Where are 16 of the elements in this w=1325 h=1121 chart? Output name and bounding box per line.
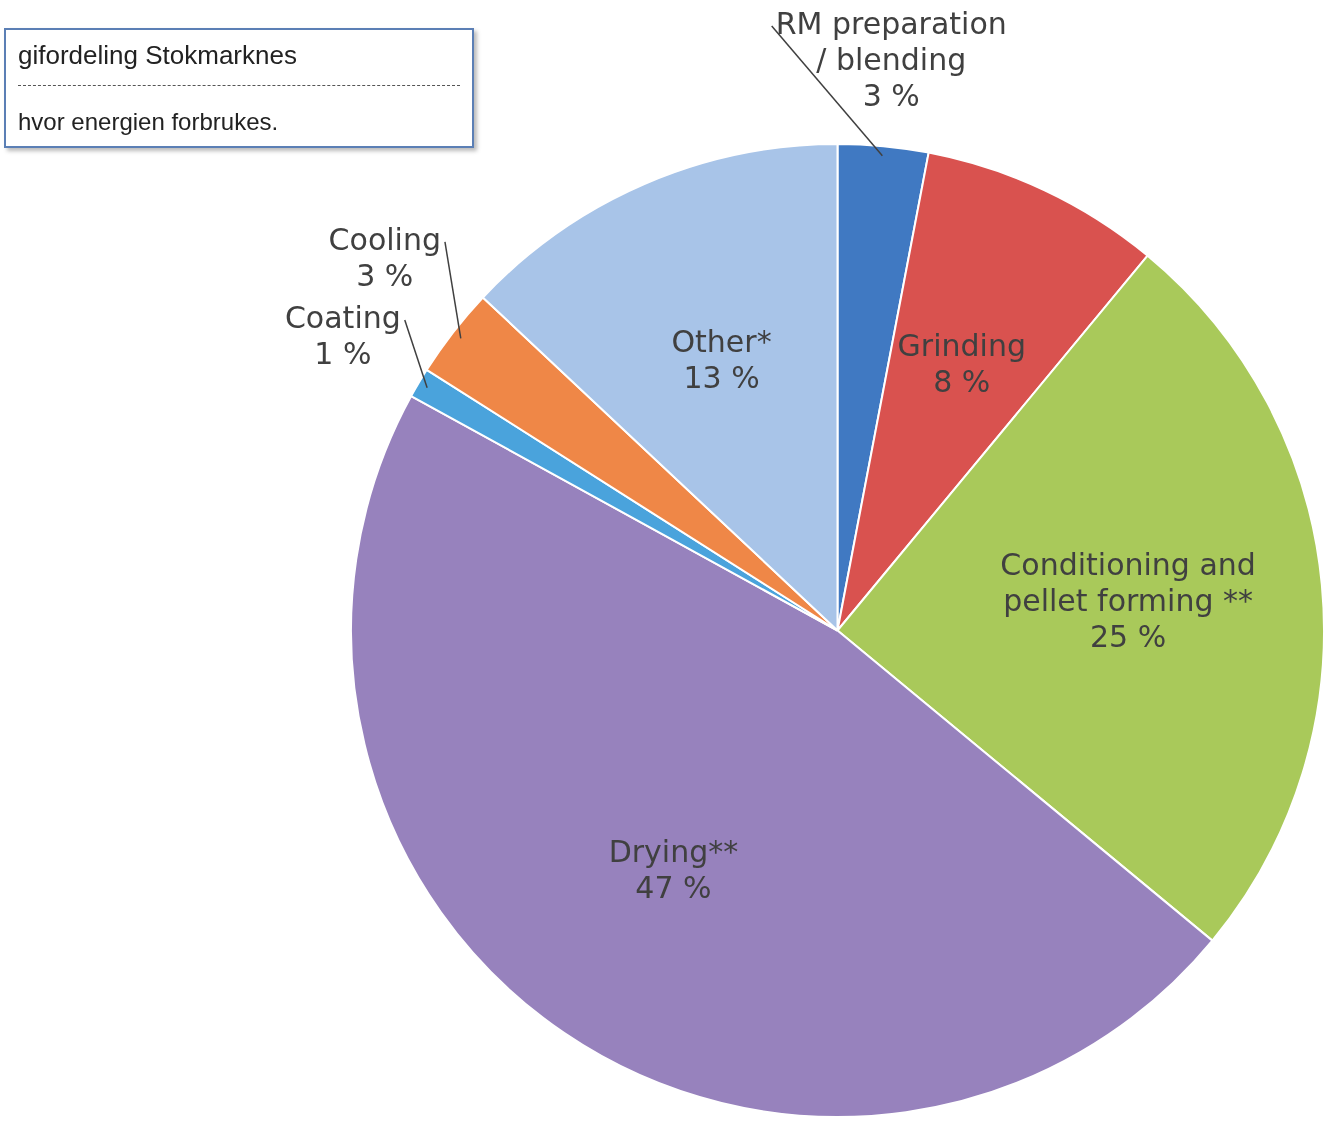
slice-label: Grinding xyxy=(897,328,1026,364)
data-label: 8 % xyxy=(933,364,991,400)
data-label: 47 % xyxy=(635,869,712,905)
slice-label: Other* xyxy=(671,324,772,360)
data-label: 13 % xyxy=(683,360,760,396)
data-label: 25 % xyxy=(1090,618,1167,654)
slice-label: Conditioning and pellet forming ** xyxy=(1000,546,1256,618)
text: hvor energien forbrukes. xyxy=(18,108,280,136)
text: gifordeling Stokmarknes xyxy=(18,40,460,86)
data-label: 1 % xyxy=(314,335,372,371)
data-label: 3 % xyxy=(356,257,414,293)
slice-label: RM preparation / blending xyxy=(775,5,1007,77)
data-label: 3 % xyxy=(862,77,920,113)
slice-label: Drying** xyxy=(608,833,739,869)
slice-label: Cooling xyxy=(328,221,441,257)
slice-label: Coating xyxy=(284,299,401,335)
